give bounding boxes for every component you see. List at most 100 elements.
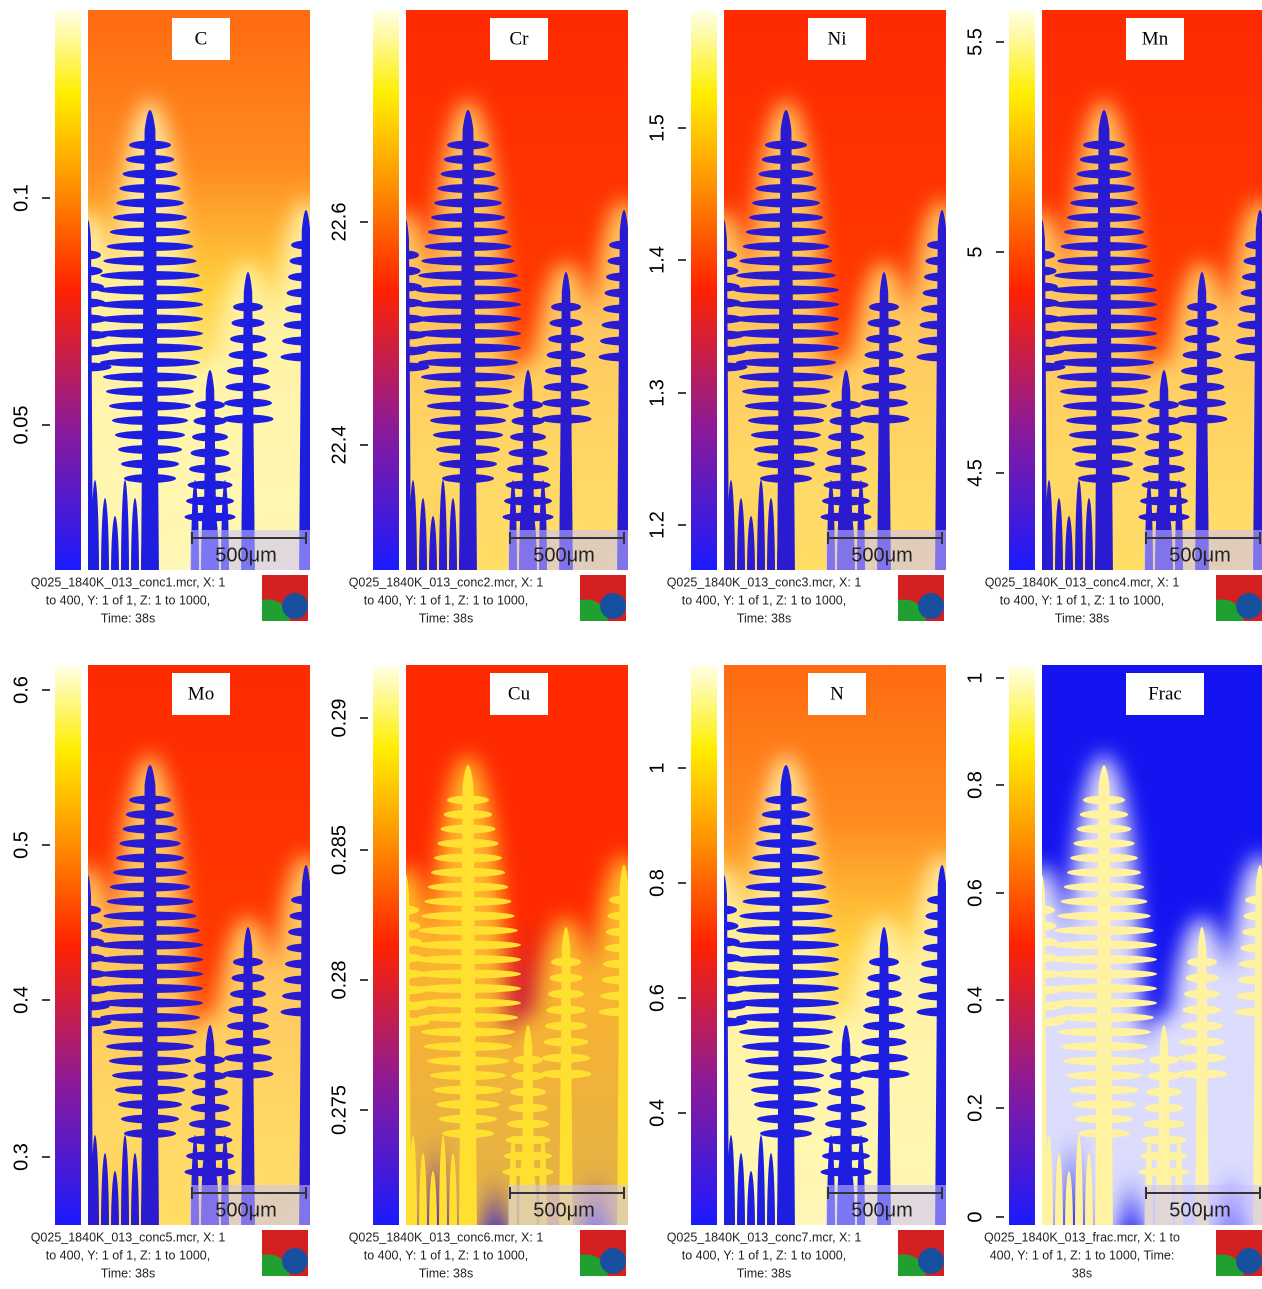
dendrite-arm	[733, 315, 839, 324]
dendrite-arm	[415, 329, 521, 338]
dendrite-arm	[1183, 351, 1222, 360]
caption-line: Q025_1840K_013_conc5.mcr, X: 1	[31, 1230, 226, 1244]
dendrite-arm	[123, 170, 178, 179]
dendrite-arm	[544, 1038, 589, 1047]
colorbar	[373, 10, 399, 570]
dendrite-arm	[129, 796, 171, 805]
dendrite-arm	[603, 305, 645, 314]
caption-line: to 400, Y: 1 of 1, Z: 1 to 1000,	[682, 1248, 846, 1262]
dendrite-arm	[116, 854, 184, 863]
tick-label: 4.5	[964, 459, 986, 487]
colorbar	[691, 10, 717, 570]
dendrite-arm	[754, 445, 818, 454]
dendrite-arm	[866, 990, 902, 999]
dendrite-arm	[544, 383, 589, 392]
dendrite-arm	[507, 1120, 549, 1129]
tick-label: 22.4	[328, 426, 350, 465]
dendrite-arm	[1075, 1115, 1133, 1124]
dendrite-arm	[749, 213, 823, 222]
dendrite-arm	[1070, 854, 1138, 863]
caption-line: Q025_1840K_013_conc4.mcr, X: 1	[985, 575, 1180, 589]
dendrite-arm	[760, 474, 812, 483]
dendrite-arm	[284, 321, 329, 330]
dendrite-arm	[1143, 465, 1185, 474]
tick-label: 0.1	[10, 184, 32, 212]
dendrite-arm	[733, 970, 839, 979]
caption-line: Time: 38s	[101, 611, 155, 625]
caption-line: Time: 38s	[101, 1266, 155, 1280]
dendrite-arm	[97, 315, 203, 324]
dendrite-arm	[510, 1088, 546, 1097]
logo-blue	[1236, 1248, 1262, 1274]
dendrite-arm	[1143, 1120, 1185, 1129]
dendrite-arm	[1063, 1057, 1145, 1066]
tick-label: 1.5	[646, 114, 668, 142]
dendrite-arm	[97, 300, 203, 309]
dendrite-arm	[602, 976, 647, 985]
dendrite-arm	[609, 896, 639, 905]
dendrite-arm	[749, 868, 823, 877]
panel-label: Mo	[188, 683, 214, 704]
dendrite-arm	[1187, 303, 1217, 312]
logo-blue	[282, 1248, 308, 1274]
dendrite-arm	[418, 926, 518, 935]
dendrite-arm	[194, 417, 227, 426]
tick-label: 0.4	[646, 1099, 668, 1127]
dendrite-arm	[1184, 335, 1220, 344]
dendrite-arm	[227, 1022, 269, 1031]
dendrite-arm	[1067, 213, 1141, 222]
tick-label: 0.05	[10, 406, 32, 445]
dendrite-arm	[415, 344, 521, 353]
dendrite-arm	[513, 401, 543, 410]
colorbar	[691, 665, 717, 1225]
dendrite-arm	[112, 1071, 188, 1080]
scale-bar-label: 500μm	[1169, 1199, 1231, 1221]
dendrite-arm	[923, 289, 962, 298]
panel: 0.290.2850.280.275Cu500μmQ025_1840K_013_…	[328, 665, 659, 1284]
dendrite-arm	[1066, 1071, 1142, 1080]
dendrite-arm	[106, 1042, 194, 1051]
dendrite-arm	[226, 383, 271, 392]
dendrite-arm	[285, 305, 327, 314]
dendrite-arm	[1051, 999, 1157, 1008]
caption-line: Q025_1840K_013_conc3.mcr, X: 1	[667, 575, 862, 589]
dendrite-arm	[233, 303, 263, 312]
caption-line: to 400, Y: 1 of 1, Z: 1 to 1000,	[46, 1248, 210, 1262]
dendrite-arm	[189, 465, 231, 474]
dendrite-arm	[1187, 958, 1217, 967]
tick-label: 0.4	[10, 986, 32, 1014]
dendrite-arm	[742, 387, 830, 396]
dendrite-arm	[1080, 810, 1128, 819]
dendrite-arm	[227, 367, 269, 376]
dendrite-arm	[1077, 170, 1132, 179]
dendrite-arm	[415, 970, 521, 979]
dendrite-arm	[233, 958, 263, 967]
dendrite-arm	[927, 896, 957, 905]
dendrite-arm	[868, 319, 901, 328]
simulation-image	[373, 10, 659, 670]
dendrite-arm	[431, 213, 505, 222]
dendrite-arm	[110, 883, 190, 892]
dendrite-arm	[1177, 415, 1228, 424]
dendrite-arm	[830, 417, 863, 426]
tick-label: 0.285	[328, 825, 350, 875]
dendrite-arm	[109, 402, 191, 411]
dendrite-arm	[827, 1104, 866, 1113]
dendrite-arm	[430, 1071, 506, 1080]
dendrite-arm	[831, 1056, 861, 1065]
dendrite-arm	[547, 1006, 586, 1015]
dendrite-arm	[748, 1071, 824, 1080]
caption-line: Time: 38s	[419, 1266, 473, 1280]
dendrite-arm	[1054, 358, 1154, 367]
dendrite-arm	[424, 387, 512, 396]
dendrite-arm	[106, 387, 194, 396]
dendrite-arm	[746, 883, 826, 892]
dendrite-arm	[512, 1072, 545, 1081]
caption-line: 38s	[1072, 1266, 1092, 1280]
dendrite-arm	[548, 335, 584, 344]
dendrite-arm	[509, 449, 548, 458]
logo-blue	[918, 593, 944, 619]
dendrite-arm	[599, 353, 650, 362]
dendrite-arm	[745, 1057, 827, 1066]
